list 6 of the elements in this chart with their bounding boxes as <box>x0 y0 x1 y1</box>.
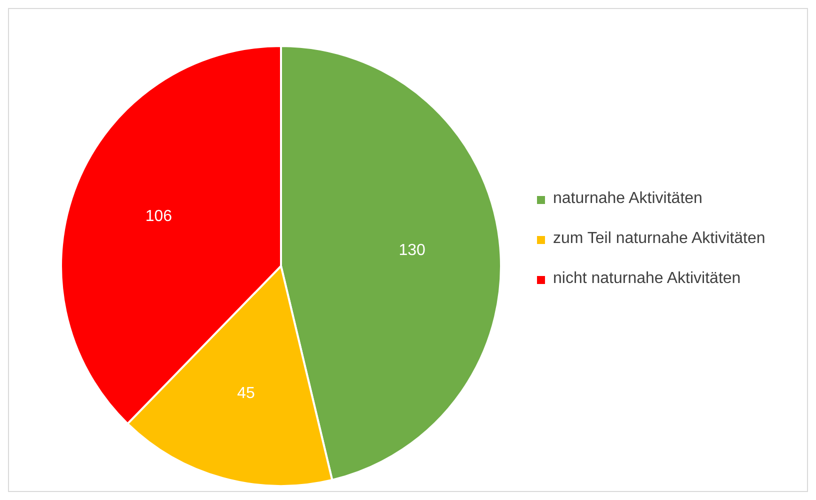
data-label: 130 <box>398 242 426 260</box>
data-label: 45 <box>237 384 256 402</box>
legend-label: naturnahe Aktivitäten <box>553 190 702 208</box>
data-label: 106 <box>145 208 172 225</box>
legend-label: zum Teil naturnahe Aktivitäten <box>553 230 766 248</box>
legend-label: nicht naturnahe Aktivitäten <box>553 270 741 288</box>
